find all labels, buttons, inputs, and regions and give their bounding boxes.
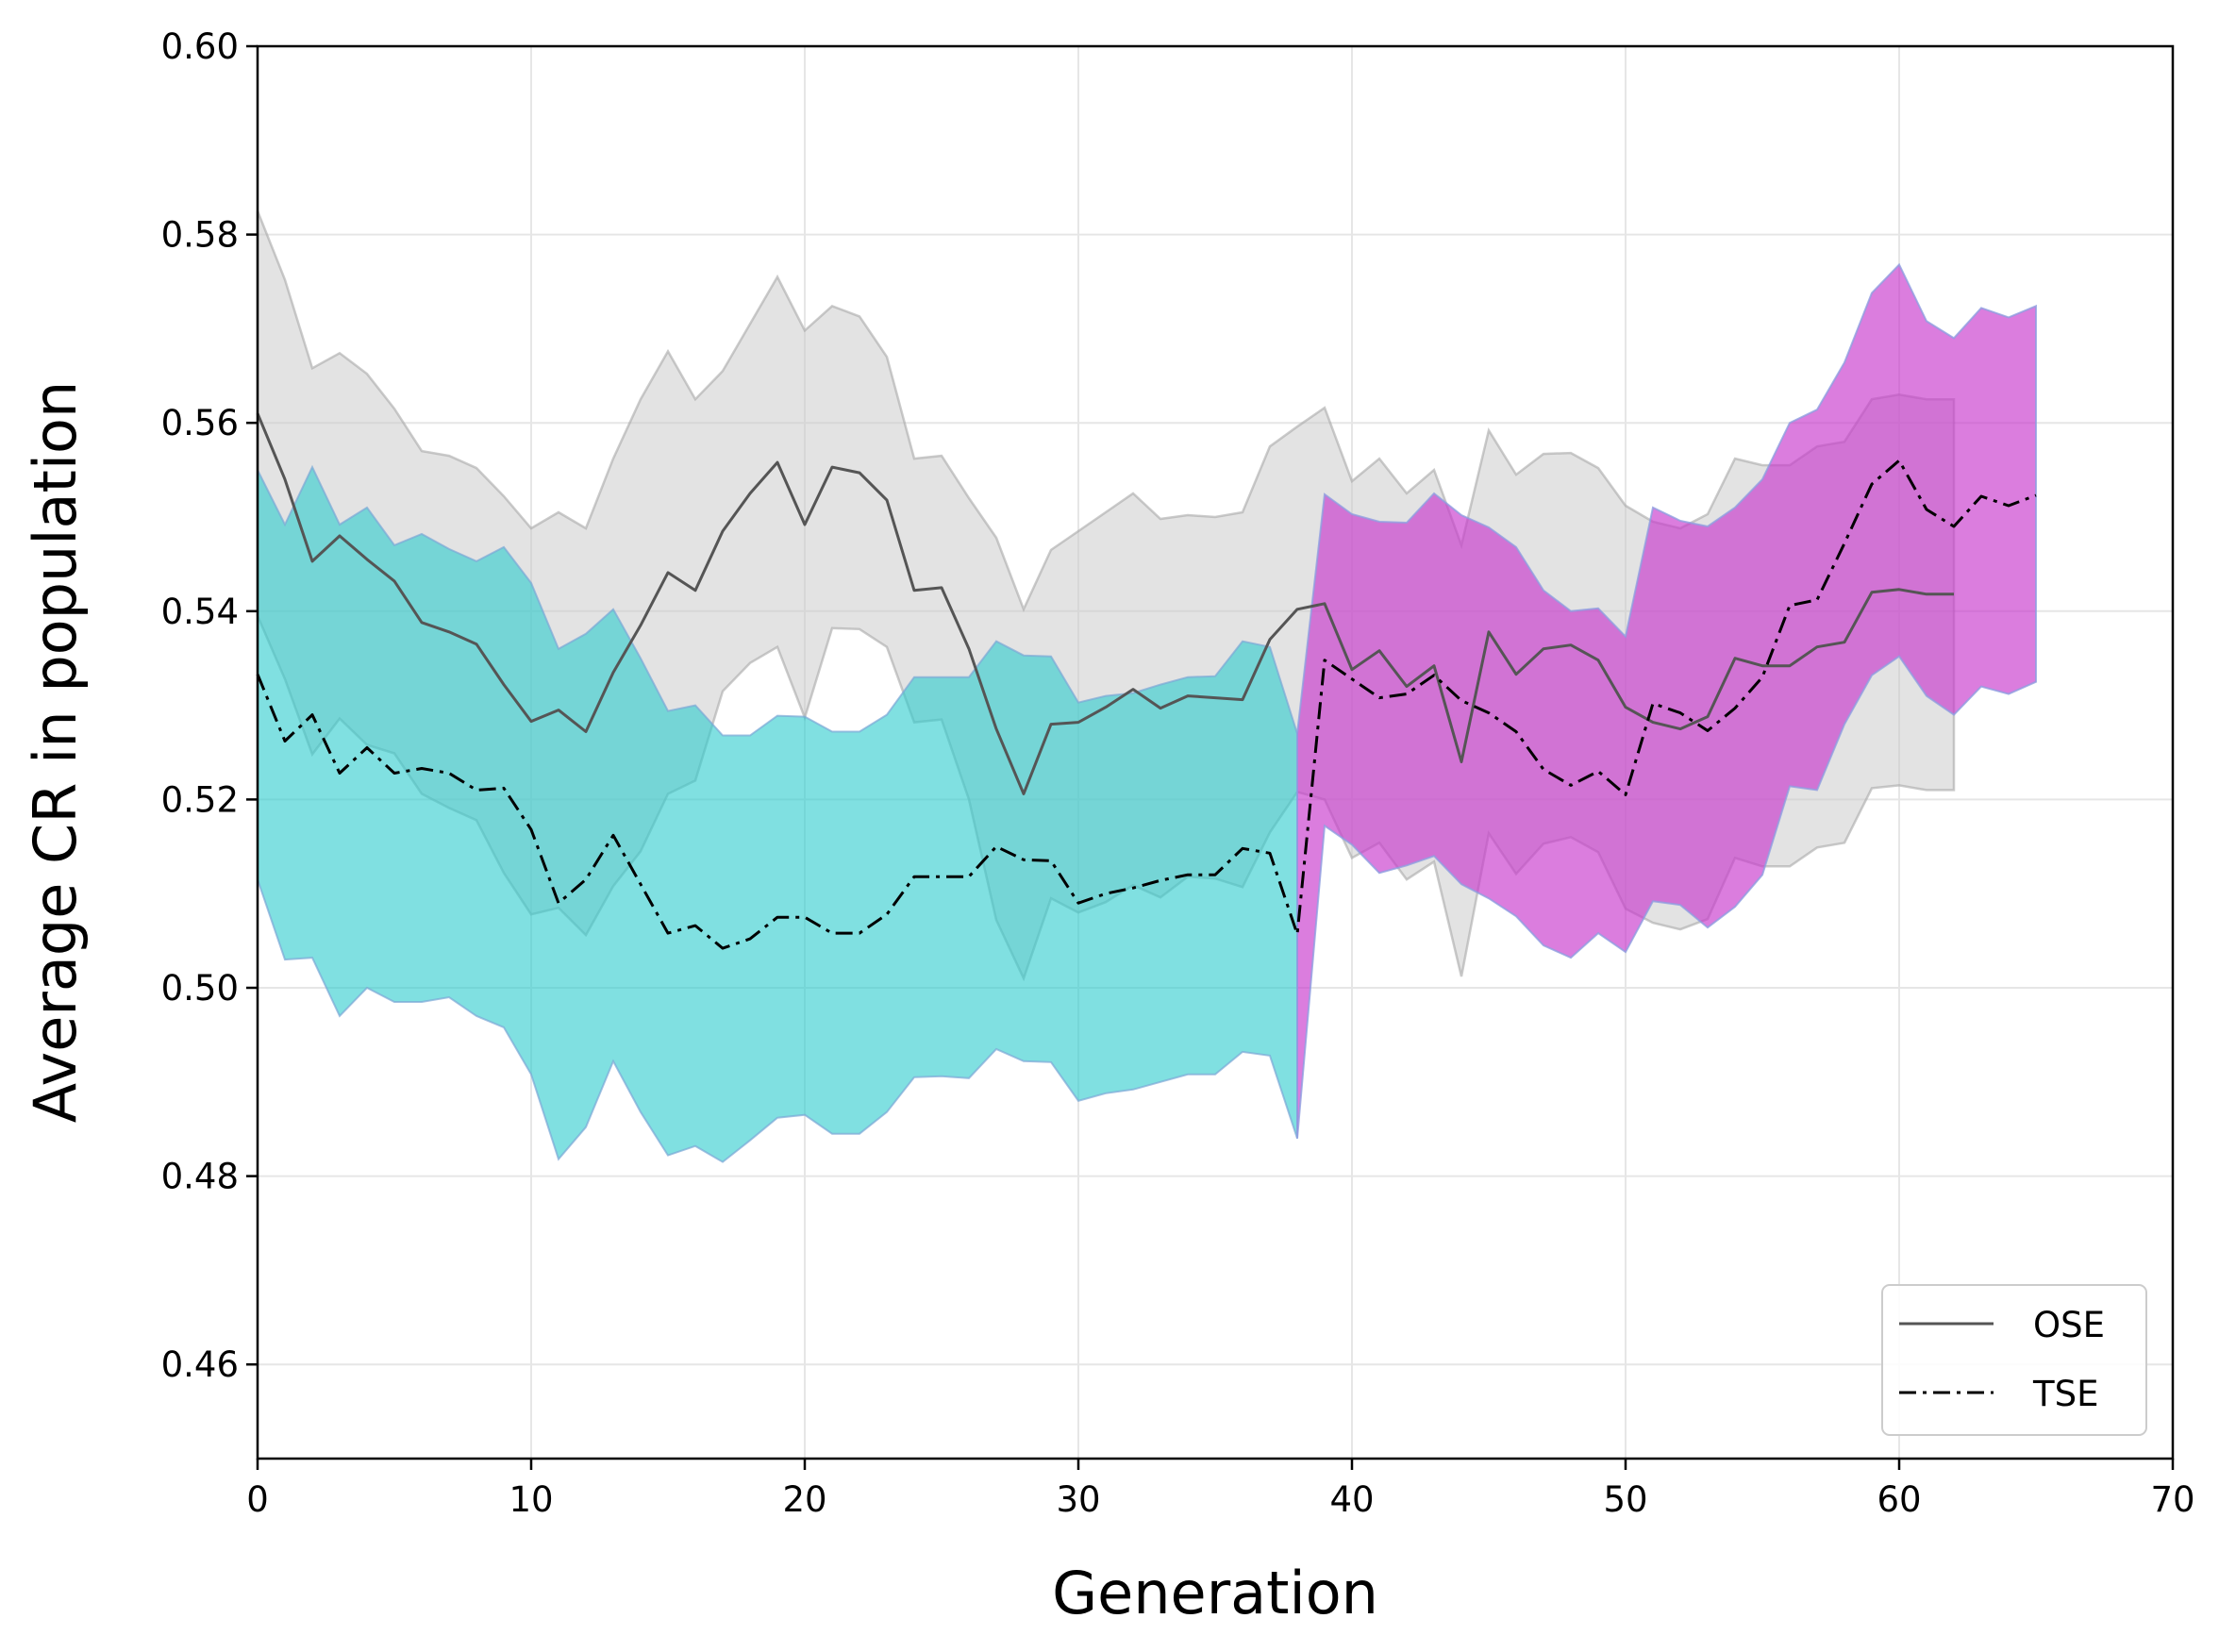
x-tick-label: 10 [509,1479,553,1520]
y-tick-label: 0.58 [161,215,239,256]
y-tick-label: 0.54 [161,592,239,632]
legend-ose-label: OSE [2033,1305,2105,1345]
confidence-bands [256,210,2037,1163]
x-tick-label: 60 [1877,1479,1921,1520]
legend: OSE TSE [1881,1284,2147,1436]
legend-box [1881,1284,2147,1436]
y-tick-label: 0.52 [161,779,239,820]
ose-mean-line [256,412,1954,795]
y-tick-label: 0.60 [161,26,239,67]
x-tick-label: 40 [1329,1479,1374,1520]
x-axis: 0 10 20 30 40 50 60 70 [246,1459,2195,1520]
x-axis-title: Generation [1052,1559,1378,1627]
y-tick-label: 0.46 [161,1344,239,1385]
x-tick-label: 30 [1056,1479,1100,1520]
x-tick-label: 70 [2150,1479,2194,1520]
y-axis-title: Average CR in population [21,381,90,1124]
series-lines [256,412,2037,950]
x-tick-label: 0 [246,1479,269,1520]
y-tick-label: 0.50 [161,968,239,1009]
plot-frame [256,44,2175,1460]
tse-band-phase2 [1296,262,2037,1139]
tse-mean-line [256,459,2037,950]
x-tick-label: 50 [1603,1479,1647,1520]
y-tick-label: 0.48 [161,1157,239,1197]
y-tick-label: 0.56 [161,403,239,443]
x-tick-label: 20 [782,1479,826,1520]
y-axis: 0.46 0.48 0.50 0.52 0.54 0.56 0.58 0.60 [161,26,258,1385]
legend-tse-label: TSE [2032,1374,2098,1414]
